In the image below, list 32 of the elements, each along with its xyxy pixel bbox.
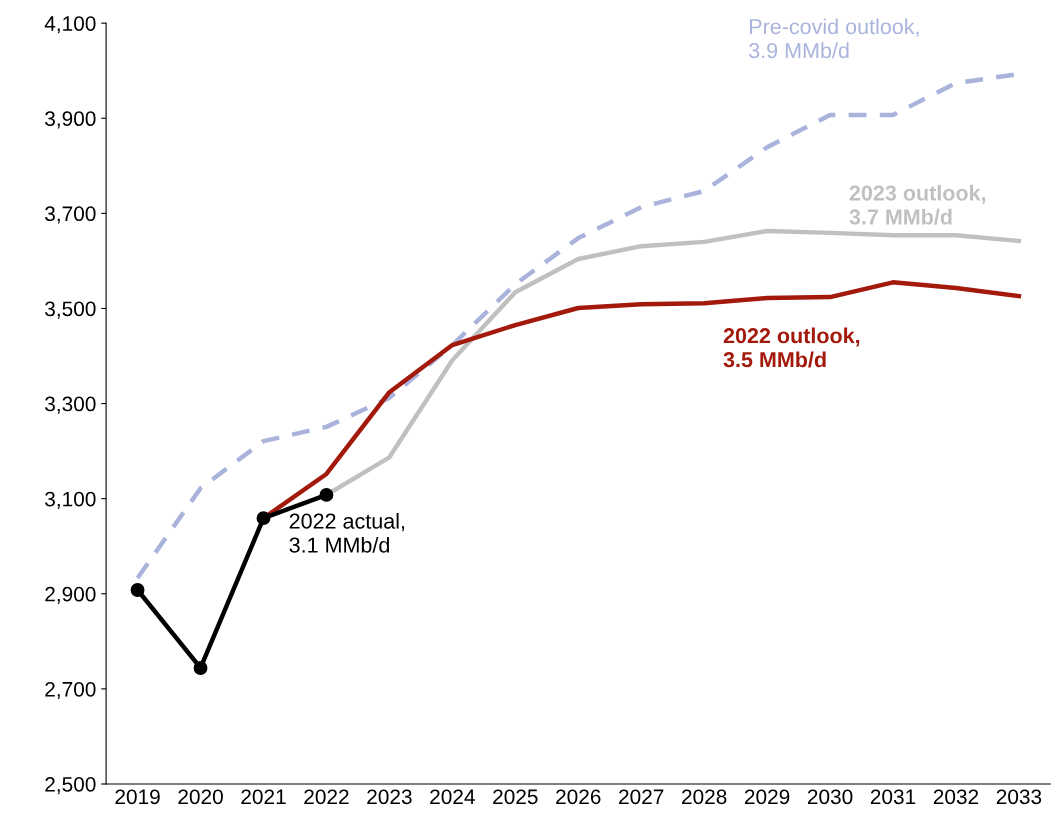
x-tick-label: 2024 [430, 789, 475, 805]
y-tick-label: 3,100 [45, 491, 96, 509]
x-tick-label: 2030 [807, 789, 853, 805]
x-tick-label: 2019 [115, 789, 160, 805]
series-label: Pre-covid outlook, 3.9 MMb/d [749, 18, 919, 59]
x-tick-label: 2032 [933, 789, 979, 805]
series-label: 2023 outlook, 3.7 MMb/d [849, 184, 986, 225]
x-tick-label: 2020 [178, 789, 223, 805]
x-tick-label: 2025 [493, 789, 538, 805]
y-tick-label: 2,900 [45, 586, 96, 604]
x-tick-label: 2033 [996, 789, 1042, 805]
y-tick-label: 3,900 [45, 111, 96, 129]
point [319, 487, 334, 502]
x-tick-label: 2021 [241, 789, 286, 805]
point [193, 661, 208, 675]
y-tick-label: 3,700 [45, 206, 96, 224]
y-tick-label: 3,500 [45, 301, 96, 319]
y-tick-label: 2,500 [45, 777, 96, 795]
x-tick-label: 2029 [744, 789, 790, 805]
series-label: 2022 actual, 3.1 MMb/d [289, 512, 405, 553]
x-tick-label: 2031 [870, 789, 916, 805]
x-tick-label: 2028 [682, 789, 727, 805]
y-tick-label: 3,300 [45, 396, 96, 414]
x-tick-label: 2022 [304, 789, 349, 805]
x-tick-label: 2026 [556, 789, 601, 805]
point [256, 511, 271, 526]
point [130, 583, 145, 597]
y-tick-label: 2,700 [45, 681, 96, 700]
x-tick-label: 2023 [367, 789, 412, 805]
x-tick-label: 2027 [619, 789, 664, 805]
series-label: 2022 outlook, 3.5 MMb/d [723, 327, 860, 368]
y-tick-label: 4,100 [44, 16, 96, 34]
